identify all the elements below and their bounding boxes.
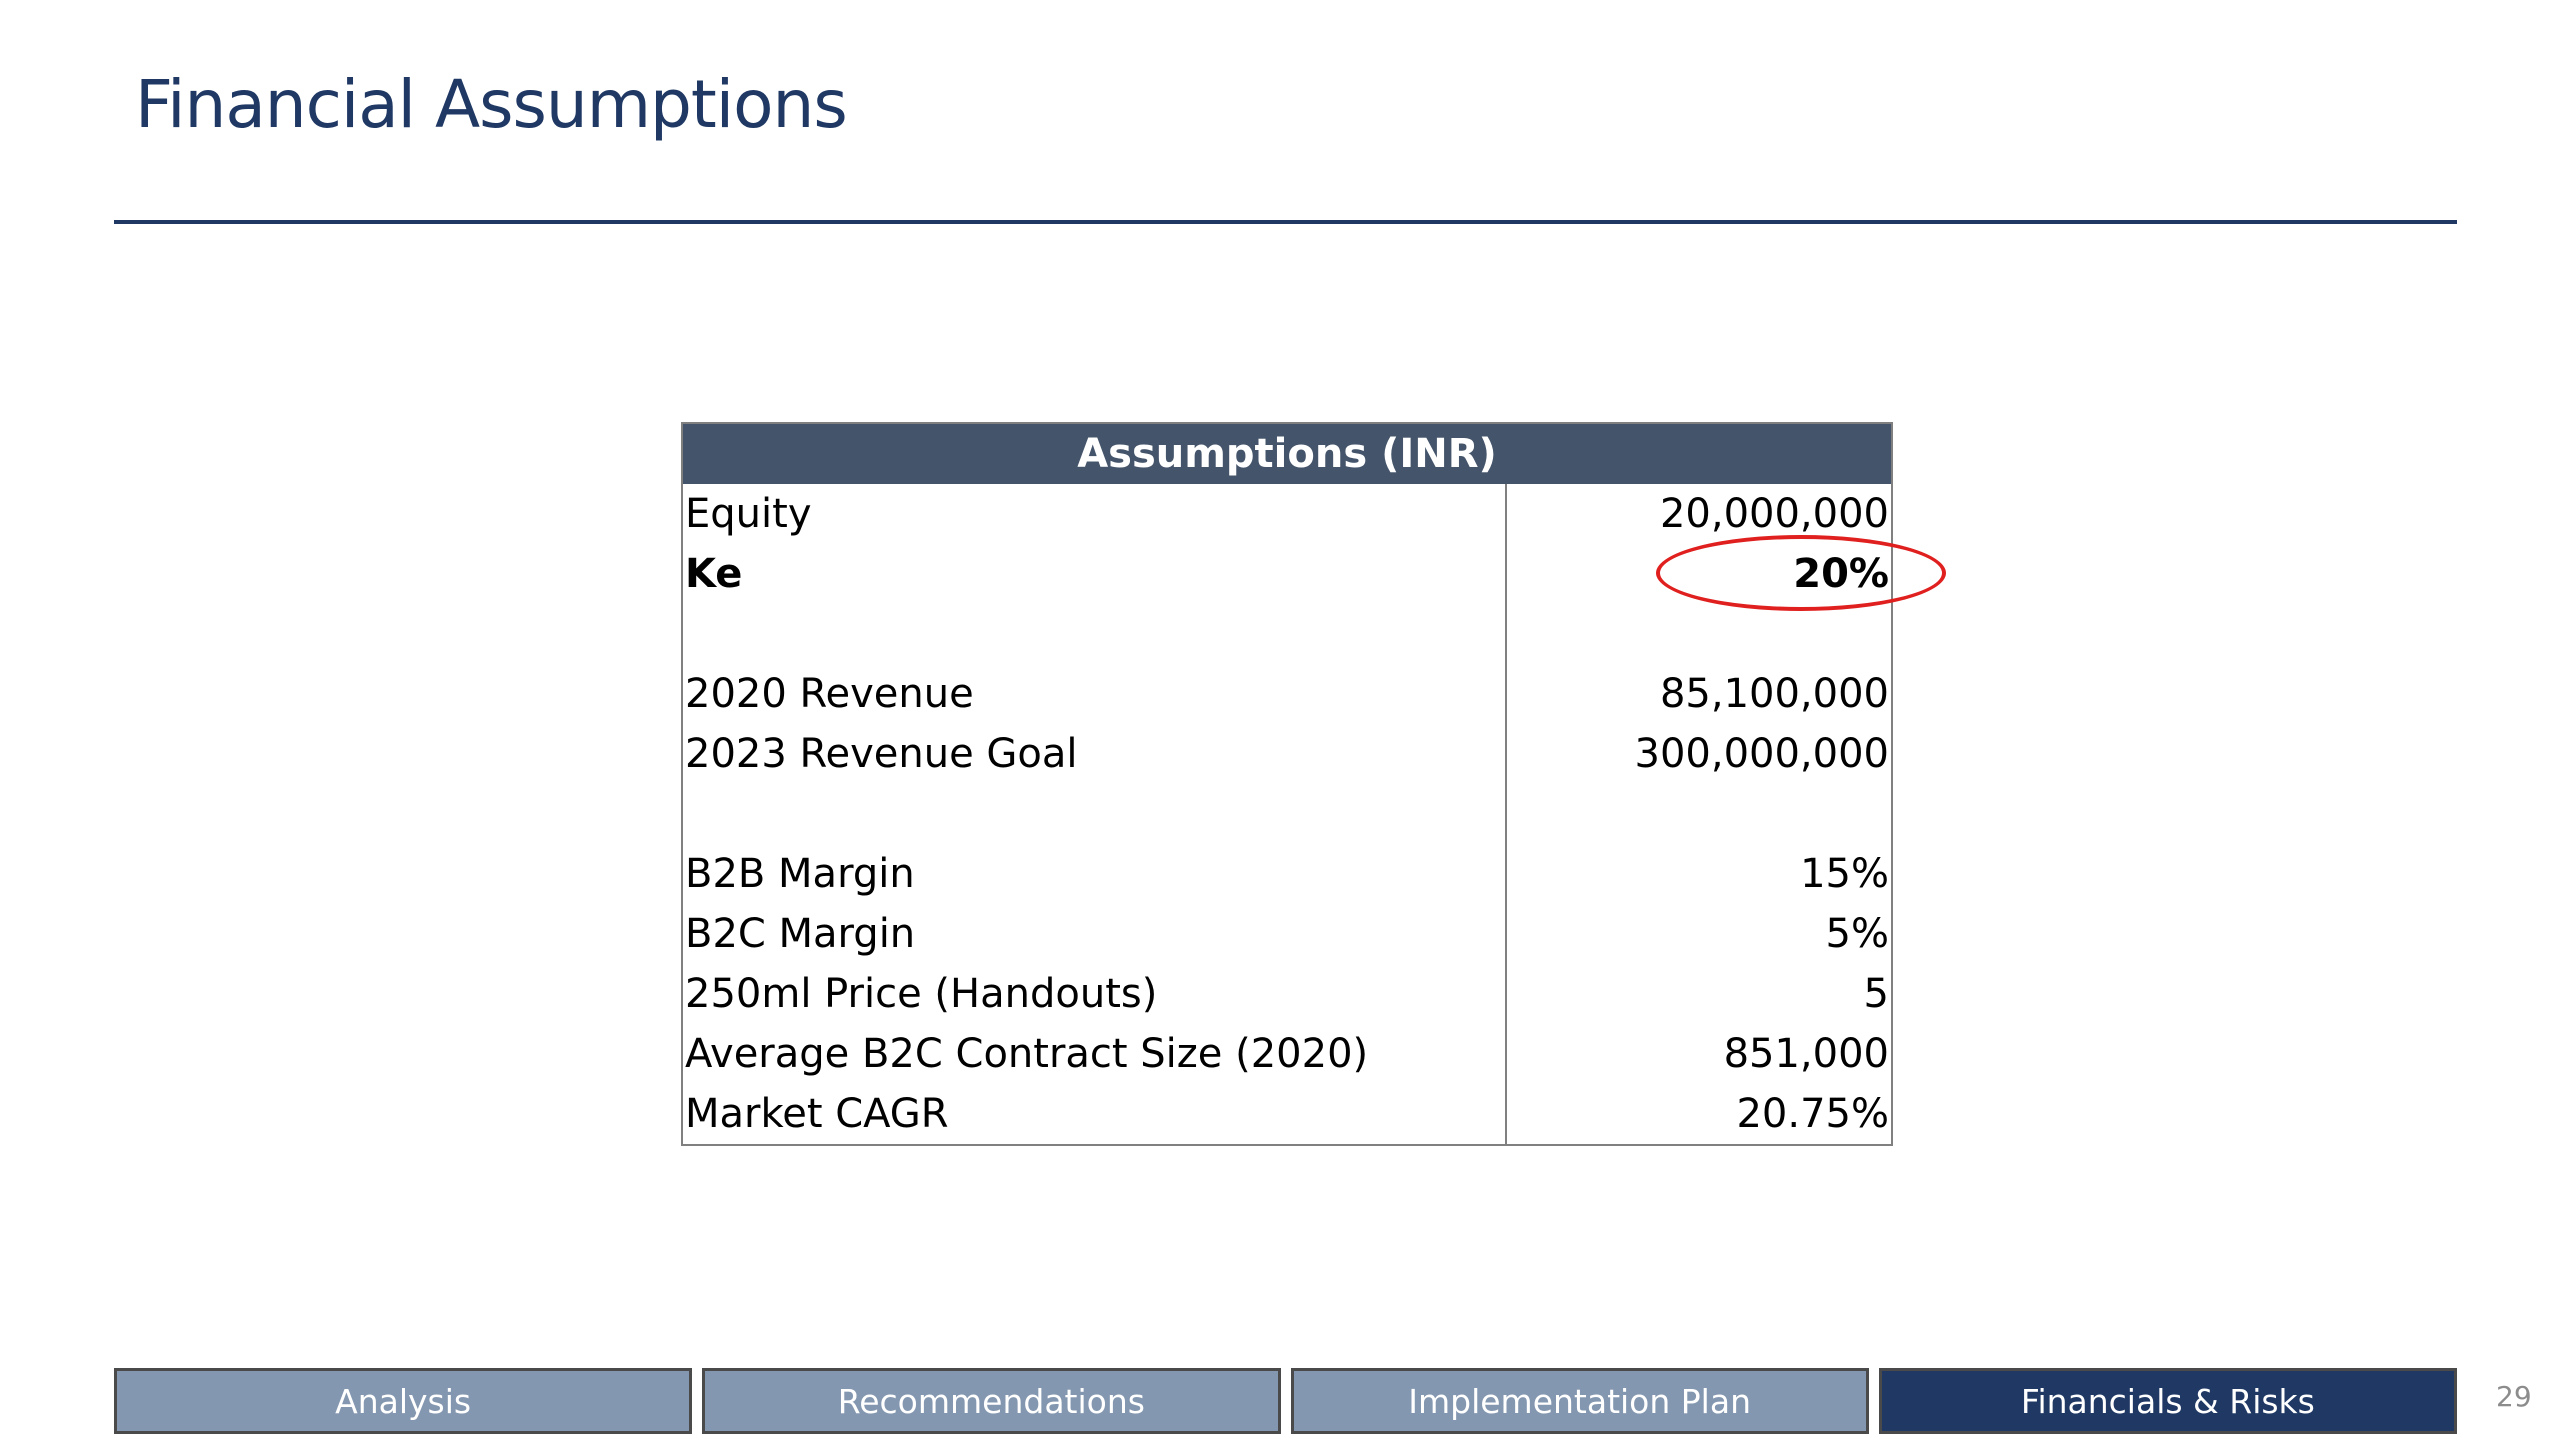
ke-highlight-circle [1656,535,1946,611]
row-value [1506,784,1892,844]
nav-tab-implementation-plan[interactable]: Implementation Plan [1290,1368,1869,1434]
table-spacer-row [682,604,1892,664]
row-label: Market CAGR [682,1084,1507,1145]
table-row-b2c-margin: B2C Margin 5% [682,904,1892,964]
table-row-b2c-contract-size: Average B2C Contract Size (2020) 851,000 [682,1024,1892,1084]
page-number: 29 [2496,1380,2532,1413]
nav-tab-analysis[interactable]: Analysis [114,1368,693,1434]
nav-tab-recommendations[interactable]: Recommendations [702,1368,1281,1434]
table-row-equity: Equity 20,000,000 [682,484,1892,544]
assumptions-table-container: Assumptions (INR) Equity 20,000,000 Ke 2… [681,422,1893,1146]
table-row-250ml-price: 250ml Price (Handouts) 5 [682,964,1892,1024]
row-value: 5% [1825,911,1889,957]
row-label: 250ml Price (Handouts) [682,964,1507,1024]
row-value [1506,604,1892,664]
section-nav-bar: Analysis Recommendations Implementation … [114,1368,2457,1434]
slide-title: Financial Assumptions [135,66,848,143]
row-label: B2C Margin [682,904,1507,964]
row-label: Equity [682,484,1507,544]
table-header-row: Assumptions (INR) [682,423,1892,484]
table-spacer-row [682,784,1892,844]
row-label: B2B Margin [682,844,1507,904]
nav-tab-financials-risks[interactable]: Financials & Risks [1878,1368,2457,1434]
row-label: Average B2C Contract Size (2020) [682,1024,1507,1084]
table-row-2020-revenue: 2020 Revenue 85,100,000 [682,664,1892,724]
table-row-b2b-margin: B2B Margin 15% [682,844,1892,904]
table-row-ke: Ke 20% [682,544,1892,604]
row-value: 5 [1863,971,1889,1017]
row-value: 20.75% [1736,1091,1889,1137]
row-value: 300,000,000 [1634,731,1889,777]
row-value: 85,100,000 [1659,671,1889,717]
row-label: 2023 Revenue Goal [682,724,1507,784]
row-value: 20,000,000 [1659,491,1889,537]
assumptions-table: Assumptions (INR) Equity 20,000,000 Ke 2… [681,422,1893,1146]
table-header: Assumptions (INR) [682,423,1892,484]
row-label [682,604,1507,664]
row-label [682,784,1507,844]
title-divider [114,220,2457,224]
row-value: 851,000 [1723,1031,1889,1077]
row-label: 2020 Revenue [682,664,1507,724]
table-row-market-cagr: Market CAGR 20.75% [682,1084,1892,1145]
table-row-2023-revenue-goal: 2023 Revenue Goal 300,000,000 [682,724,1892,784]
row-value: 15% [1800,851,1889,897]
row-label: Ke [682,544,1507,604]
